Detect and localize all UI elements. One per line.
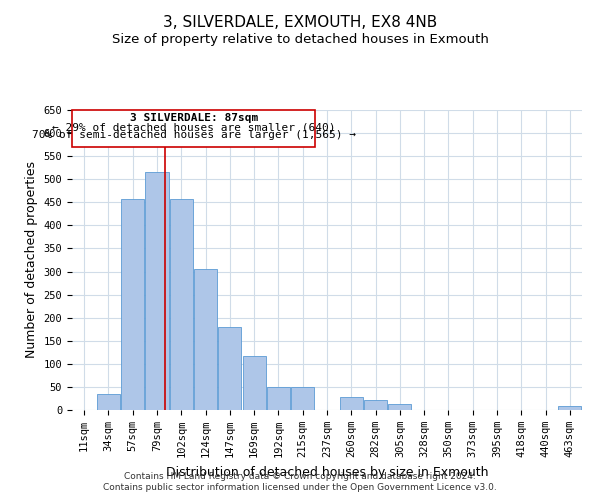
Y-axis label: Number of detached properties: Number of detached properties bbox=[25, 162, 38, 358]
Text: 70% of semi-detached houses are larger (1,565) →: 70% of semi-detached houses are larger (… bbox=[32, 130, 356, 140]
Bar bbox=[242, 356, 266, 410]
Bar bbox=[388, 404, 412, 410]
Bar bbox=[291, 387, 314, 410]
Bar bbox=[121, 198, 144, 410]
Text: ← 29% of detached houses are smaller (640): ← 29% of detached houses are smaller (64… bbox=[52, 122, 335, 132]
FancyBboxPatch shape bbox=[73, 110, 315, 147]
Bar bbox=[97, 394, 120, 410]
Text: 3 SILVERDALE: 87sqm: 3 SILVERDALE: 87sqm bbox=[130, 113, 258, 123]
Bar bbox=[194, 269, 217, 410]
Bar bbox=[267, 387, 290, 410]
Bar bbox=[218, 327, 241, 410]
Text: Size of property relative to detached houses in Exmouth: Size of property relative to detached ho… bbox=[112, 32, 488, 46]
Text: 3, SILVERDALE, EXMOUTH, EX8 4NB: 3, SILVERDALE, EXMOUTH, EX8 4NB bbox=[163, 15, 437, 30]
Bar bbox=[559, 406, 581, 410]
Bar bbox=[145, 172, 169, 410]
X-axis label: Distribution of detached houses by size in Exmouth: Distribution of detached houses by size … bbox=[166, 466, 488, 478]
Bar bbox=[364, 400, 387, 410]
Text: Contains HM Land Registry data © Crown copyright and database right 2024.
Contai: Contains HM Land Registry data © Crown c… bbox=[103, 472, 497, 492]
Bar bbox=[340, 397, 363, 410]
Bar bbox=[170, 198, 193, 410]
